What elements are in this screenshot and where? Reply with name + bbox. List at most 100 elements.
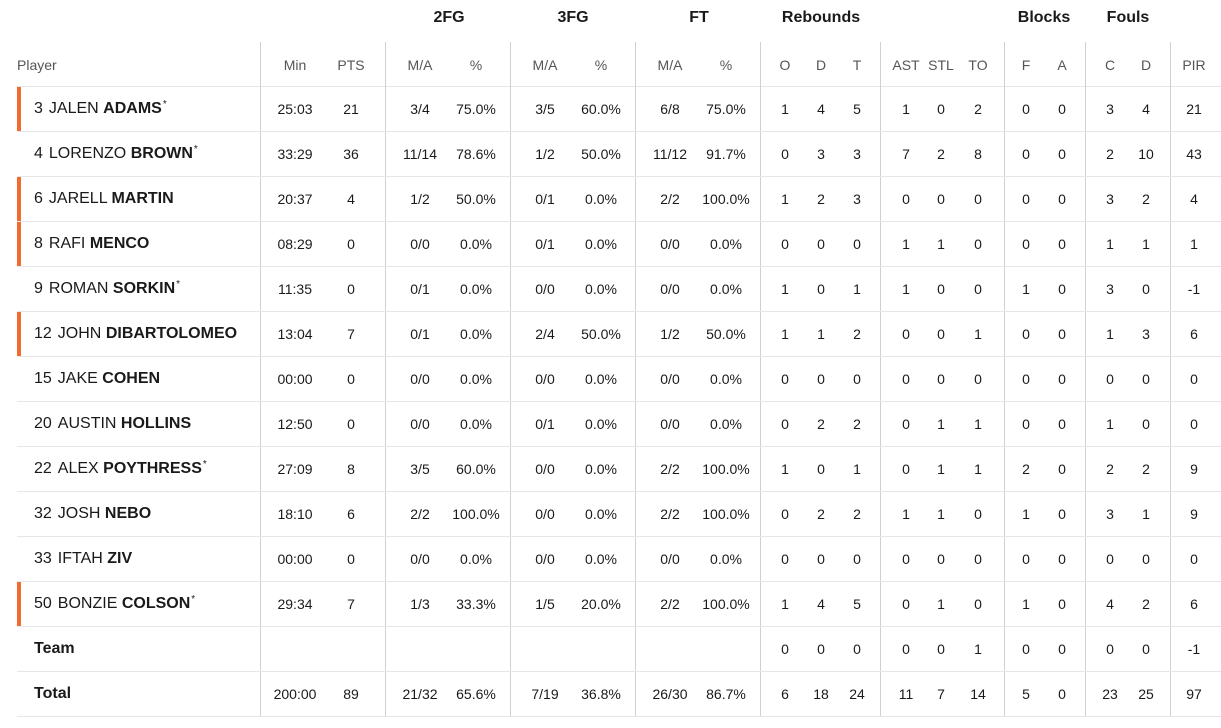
cell-fd: 1 <box>1142 236 1150 252</box>
header-player[interactable]: Player <box>17 57 57 73</box>
header-blk-a[interactable]: A <box>1057 57 1067 73</box>
header-to[interactable]: TO <box>968 57 988 73</box>
header-pir[interactable]: PIR <box>1182 57 1206 73</box>
cell-pir: -1 <box>1187 281 1201 297</box>
cell-ft-ma: 0/0 <box>660 551 680 567</box>
player-row[interactable]: 33 IFTAH ZIV 00:00 0 0/0 0.0% 0/0 0.0% 0/0 0.0% 0 0… <box>17 537 1221 582</box>
player-name[interactable]: 4 LORENZO BROWN* <box>34 132 198 176</box>
cell-pts: 7 <box>347 596 355 612</box>
header-stl[interactable]: STL <box>928 57 954 73</box>
cell-fg2-pct: 0.0% <box>460 326 492 342</box>
cell-to: 0 <box>974 371 982 387</box>
cell-c: 3 <box>1106 101 1114 117</box>
player-name[interactable]: 12 JOHN DIBARTOLOMEO <box>34 312 237 356</box>
cell-o: 1 <box>781 596 789 612</box>
cell-ft-ma: 2/2 <box>660 596 680 612</box>
header-2fg-pct[interactable]: % <box>469 57 483 73</box>
player-row[interactable]: 6 JARELL MARTIN 20:37 4 1/2 50.0% 0/1 0.0% 2/2 10… <box>17 177 1221 222</box>
cell-pts: 0 <box>347 416 355 432</box>
cell-to: 0 <box>974 191 982 207</box>
starter-mark: * <box>162 98 167 110</box>
cell-ast: 0 <box>902 191 910 207</box>
cell-a: 0 <box>1058 146 1066 162</box>
player-row[interactable]: 50 BONZIE COLSON* 29:34 7 1/3 33.3% 1/5 20.0% 2/… <box>17 582 1221 627</box>
header-ft-pct[interactable]: % <box>719 57 733 73</box>
cell-a: 0 <box>1058 281 1066 297</box>
header-pts[interactable]: PTS <box>337 57 365 73</box>
cell-stl: 1 <box>937 416 945 432</box>
cell-c: 3 <box>1106 281 1114 297</box>
header-fouls-c[interactable]: C <box>1104 57 1116 73</box>
cell-fg3-ma: 0/0 <box>535 281 555 297</box>
cell-f: 0 <box>1022 146 1030 162</box>
cell-d: 0 <box>817 461 825 477</box>
player-row[interactable]: 15 JAKE COHEN 00:00 0 0/0 0.0% 0/0 0.0% 0/0 0.0% 0… <box>17 357 1221 402</box>
cell-ft-pct: 100.0% <box>702 461 750 477</box>
header-blk-f[interactable]: F <box>1021 57 1031 73</box>
player-name[interactable]: 3 JALEN ADAMS* <box>34 87 167 131</box>
player-row[interactable]: 22 ALEX POYTHRESS* 27:09 8 3/5 60.0% 0/0 0.0% 2/… <box>17 447 1221 492</box>
player-name[interactable]: 9 ROMAN SORKIN* <box>34 267 180 311</box>
header-fouls-d[interactable]: D <box>1140 57 1152 73</box>
cell-o: 0 <box>781 236 789 252</box>
cell-min: 00:00 <box>277 371 313 387</box>
header-ast[interactable]: AST <box>892 57 920 73</box>
cell-to: 2 <box>974 101 982 117</box>
player-first-name: BONZIE <box>57 595 118 612</box>
player-name[interactable]: 15 JAKE COHEN <box>34 357 160 401</box>
cell-fd: 25 <box>1138 686 1154 702</box>
cell-stl: 0 <box>937 101 945 117</box>
player-number: 4 <box>34 145 43 162</box>
header-reb-t[interactable]: T <box>852 57 862 73</box>
group-fouls: Fouls <box>1106 9 1150 26</box>
player-name[interactable]: 50 BONZIE COLSON* <box>34 582 195 626</box>
cell-fg2-pct: 100.0% <box>452 506 500 522</box>
cell-o: 1 <box>781 281 789 297</box>
player-row[interactable]: 8 RAFI MENCO 08:29 0 0/0 0.0% 0/1 0.0% 0/0 0.0% 0 0… <box>17 222 1221 267</box>
player-name[interactable]: 8 RAFI MENCO <box>34 222 149 266</box>
header-3fg-pct[interactable]: % <box>594 57 608 73</box>
player-first-name: AUSTIN <box>57 415 117 432</box>
player-last-name: NEBO <box>104 505 152 522</box>
group-3fg: 3FG <box>557 9 589 26</box>
cell-ft-pct: 100.0% <box>702 191 750 207</box>
header-3fg-ma[interactable]: M/A <box>532 57 558 73</box>
row-marker <box>17 177 21 221</box>
header-reb-o[interactable]: O <box>779 57 791 73</box>
player-first-name: IFTAH <box>57 550 103 567</box>
player-first-name: JALEN <box>48 100 99 117</box>
cell-ft-pct: 0.0% <box>710 236 742 252</box>
player-row[interactable]: 32 JOSH NEBO 18:10 6 2/2 100.0% 0/0 0.0% 2/2 100.… <box>17 492 1221 537</box>
player-row[interactable]: 3 JALEN ADAMS* 25:03 21 3/4 75.0% 3/5 60.0% 6/8 7… <box>17 87 1221 132</box>
player-name[interactable]: 32 JOSH NEBO <box>34 492 151 536</box>
cell-fg2-ma: 0/1 <box>410 281 430 297</box>
cell-f: 1 <box>1022 281 1030 297</box>
player-first-name: JOHN <box>57 325 102 342</box>
player-row[interactable]: 12 JOHN DIBARTOLOMEO 13:04 7 0/1 0.0% 2/4 50.0%… <box>17 312 1221 357</box>
header-ft-ma[interactable]: M/A <box>657 57 683 73</box>
player-name[interactable]: 6 JARELL MARTIN <box>34 177 174 221</box>
player-name[interactable]: 33 IFTAH ZIV <box>34 537 132 581</box>
cell-pts: 21 <box>343 101 359 117</box>
column-divider <box>760 42 761 717</box>
player-row[interactable]: 4 LORENZO BROWN* 33:29 36 11/14 78.6% 1/2 50.0%… <box>17 132 1221 177</box>
player-row[interactable]: 20 AUSTIN HOLLINS 12:50 0 0/0 0.0% 0/1 0.0% 0/0 0… <box>17 402 1221 447</box>
header-reb-d[interactable]: D <box>815 57 827 73</box>
player-name[interactable]: 22 ALEX POYTHRESS* <box>34 447 207 491</box>
cell-ft-ma: 0/0 <box>660 371 680 387</box>
cell-fg3-pct: 0.0% <box>585 281 617 297</box>
player-name[interactable]: 20 AUSTIN HOLLINS <box>34 402 191 446</box>
cell-stl: 0 <box>937 281 945 297</box>
player-last-name: POYTHRESS <box>103 460 202 477</box>
cell-c: 1 <box>1106 236 1114 252</box>
header-2fg-ma[interactable]: M/A <box>407 57 433 73</box>
cell-d: 4 <box>817 101 825 117</box>
cell-to: 0 <box>974 596 982 612</box>
cell-fg3-ma: 2/4 <box>535 326 555 342</box>
cell-ft-pct: 100.0% <box>702 596 750 612</box>
cell-fg3-ma: 0/1 <box>535 416 555 432</box>
cell-c: 2 <box>1106 461 1114 477</box>
cell-fg2-ma: 0/0 <box>410 551 430 567</box>
player-row[interactable]: 9 ROMAN SORKIN* 11:35 0 0/1 0.0% 0/0 0.0% 0/0 0.0… <box>17 267 1221 312</box>
header-min[interactable]: Min <box>283 57 307 73</box>
